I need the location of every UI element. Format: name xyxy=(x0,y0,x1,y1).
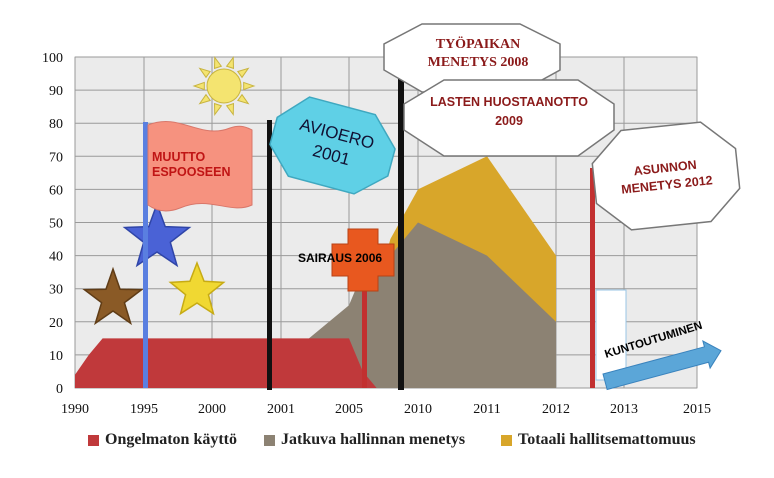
pole-asunto xyxy=(590,168,595,388)
x-tick-label: 1990 xyxy=(61,402,89,417)
star-yellow-icon xyxy=(168,260,226,316)
kuntoutuminen-box xyxy=(595,289,627,381)
tyopaikka-label-2: MENETYS 2008 xyxy=(428,55,529,70)
sun-ray xyxy=(214,56,223,70)
x-tick-label: 2000 xyxy=(198,402,226,417)
sun-ray xyxy=(225,56,234,70)
y-tick-label: 70 xyxy=(49,150,63,165)
legend-swatch-totaali xyxy=(501,434,512,446)
muutto-label-1: MUUTTO xyxy=(152,150,206,164)
legend-label-totaali: Totaali hallitsemattomuus xyxy=(518,431,696,448)
y-tick-label: 30 xyxy=(49,283,63,298)
x-tick-label: 2005 xyxy=(335,402,363,417)
pole-sairaus xyxy=(362,288,367,388)
sun-ray xyxy=(225,102,234,116)
x-tick-label: 2011 xyxy=(473,402,500,417)
legend-item-ongelmaton: Ongelmaton käyttö xyxy=(88,431,237,449)
legend-swatch-ongelmaton xyxy=(88,434,99,446)
y-tick-label: 20 xyxy=(49,316,63,331)
legend-item-totaali: Totaali hallitsemattomuus xyxy=(501,431,696,449)
kuntoutuminen-arrow-icon xyxy=(602,340,722,391)
area-series-1 xyxy=(212,222,556,388)
kuntoutuminen-arrow-shape xyxy=(602,340,722,391)
legend-item-jatkuva: Jatkuva hallinnan menetys xyxy=(264,431,465,449)
y-tick-label: 60 xyxy=(49,183,63,198)
x-tick-label: 2012 xyxy=(542,402,570,417)
sun-ray xyxy=(236,67,250,79)
muutto-label-2: ESPOOSEEN xyxy=(152,165,231,179)
y-tick-label: 0 xyxy=(56,382,63,397)
sun-ray xyxy=(243,81,256,91)
legend-swatch-jatkuva xyxy=(264,434,275,446)
sun-ray xyxy=(192,81,205,91)
star-brown-icon xyxy=(82,266,144,326)
y-tick-label: 80 xyxy=(49,117,63,132)
sun-disk xyxy=(206,68,242,104)
muutto-flag xyxy=(147,120,253,212)
huostaanotto-label-2: 2009 xyxy=(495,114,523,128)
huostaanotto-octagon xyxy=(403,79,615,157)
flagpole-muutto xyxy=(143,122,148,388)
asunto-label-1: ASUNNON xyxy=(633,158,697,179)
avioero-octagon xyxy=(269,96,396,195)
x-tick-label: 2015 xyxy=(683,402,711,417)
pole-tyopaikka xyxy=(398,62,404,390)
sun-ray xyxy=(198,67,212,79)
y-tick-label: 10 xyxy=(49,349,63,364)
legend-label-jatkuva: Jatkuva hallinnan menetys xyxy=(281,431,466,448)
legend-label-ongelmaton: Ongelmaton käyttö xyxy=(105,431,237,448)
y-tick-label: 100 xyxy=(42,51,63,66)
y-tick-label: 40 xyxy=(49,250,63,265)
x-tick-label: 1995 xyxy=(130,402,158,417)
y-tick-label: 90 xyxy=(49,84,63,99)
chart-svg: 0 10 20 30 40 50 60 70 80 90 100 1990 1995 2000 2001 20… xyxy=(42,23,741,417)
tyopaikka-label-1: TYÖPAIKAN xyxy=(436,35,521,52)
huostaanotto-label-1: LASTEN HUOSTAANOTTO xyxy=(430,95,588,109)
star-blue-icon xyxy=(122,201,192,268)
sairaus-cross-icon xyxy=(331,228,395,292)
x-tick-label: 2010 xyxy=(404,402,432,417)
y-tick-label: 50 xyxy=(49,217,63,232)
sun-ray xyxy=(214,102,223,116)
sun-ray xyxy=(198,93,212,105)
sun-ray xyxy=(236,93,250,105)
sairaus-label: SAIRAUS 2006 xyxy=(298,251,382,265)
pole-avioero xyxy=(267,120,272,390)
x-tick-label: 2013 xyxy=(610,402,638,417)
asunto-octagon xyxy=(591,121,741,231)
sun-icon xyxy=(192,56,256,116)
area-series-0 xyxy=(75,338,377,388)
x-tick-label: 2001 xyxy=(267,402,295,417)
